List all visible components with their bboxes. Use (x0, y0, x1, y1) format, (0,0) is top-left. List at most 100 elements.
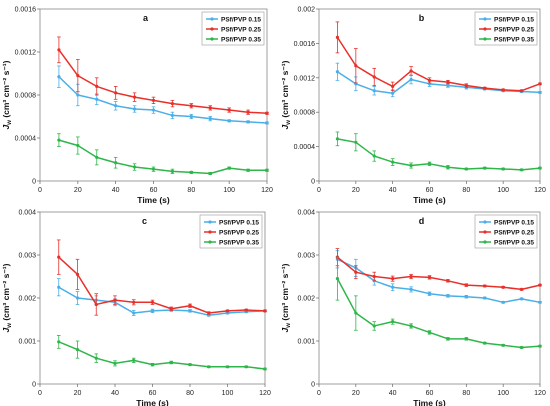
data-point (188, 309, 192, 313)
data-point (446, 165, 450, 169)
y-tick-label: 0.004 (18, 210, 36, 217)
series-psf-pvp-0-15 (57, 65, 269, 125)
x-tick-label: 20 (352, 390, 360, 397)
legend-label-psf-pvp-0-25: PSf/PVP 0.25 (219, 229, 259, 236)
y-tick-label: 0.001 (18, 339, 36, 346)
x-tick-label: 40 (111, 390, 119, 397)
chart-panel-b: 0 0.0004 0.0008 0.0012 0.0016 0.002 0 20 40 60 80 1… (280, 7, 546, 206)
data-point (483, 86, 487, 90)
y-tick-label: 0.0004 (294, 144, 316, 151)
legend-marker-psf-pvp-0-35 (483, 37, 487, 41)
legend-label-psf-pvp-0-35: PSf/PVP 0.35 (219, 239, 259, 246)
series-line (337, 71, 541, 95)
x-tick-label: 120 (534, 390, 546, 397)
x-tick-label: 80 (462, 390, 470, 397)
data-point (95, 97, 99, 101)
data-point (501, 167, 505, 171)
data-point (483, 341, 487, 345)
data-point (227, 166, 231, 170)
x-tick-label: 100 (223, 187, 235, 194)
legend-marker-psf-pvp-0-35 (208, 240, 212, 244)
chart-panel-d: 0 0.001 0.002 0.003 0.004 0 20 40 60 80 100 120 Time… (280, 210, 546, 406)
y-tick-label: 0.0012 (15, 50, 37, 57)
y-tick-label: 0.0008 (294, 110, 316, 117)
data-point (372, 154, 376, 158)
data-point (391, 277, 395, 281)
data-point (57, 138, 61, 142)
data-point (246, 110, 250, 114)
y-tick-label: 0.002 (18, 296, 36, 303)
data-point (169, 307, 173, 311)
data-point (427, 275, 432, 279)
legend-label-psf-pvp-0-15: PSf/PVP 0.15 (494, 219, 534, 226)
legend: PSf/PVP 0.15 PSf/PVP 0.25 PSf/PVP 0.35 (474, 11, 538, 46)
legend-marker-psf-pvp-0-25 (483, 230, 487, 234)
data-point (354, 140, 358, 144)
data-point (132, 311, 136, 315)
data-point (335, 137, 340, 141)
y-tick-label: 0 (32, 179, 36, 186)
chart-panel-a: 0 0.0004 0.0008 0.0012 0.0016 0 20 40 60 80 100 120… (1, 7, 273, 206)
data-point (151, 108, 156, 112)
y-tick-label: 0.003 (297, 253, 315, 260)
data-point (391, 84, 395, 88)
data-point (538, 90, 542, 95)
series-line (58, 76, 268, 124)
series-psf-pvp-0-25 (335, 21, 542, 93)
y-tick-label: 0.0016 (15, 7, 37, 14)
data-point (113, 298, 117, 302)
panel-label: c (142, 216, 147, 226)
data-point (57, 48, 61, 52)
data-point (132, 358, 136, 362)
data-point (225, 309, 230, 313)
panel-label: b (419, 13, 425, 23)
data-point (265, 168, 269, 172)
data-point (409, 69, 413, 73)
data-point (501, 300, 505, 304)
data-point (446, 294, 450, 298)
data-point (464, 283, 468, 287)
x-tick-label: 120 (261, 187, 273, 194)
legend: PSf/PVP 0.15 PSf/PVP 0.25 PSf/PVP 0.35 (201, 11, 265, 46)
x-tick-label: 0 (38, 187, 42, 194)
series-line (336, 278, 541, 349)
data-point (95, 155, 99, 159)
y-tick-label: 0.002 (297, 296, 315, 303)
y-tick-label: 0 (311, 179, 315, 186)
y-tick-label: 0.004 (297, 210, 315, 217)
series-line (58, 139, 267, 175)
series-line (58, 256, 266, 314)
x-tick-label: 80 (187, 187, 195, 194)
data-point (265, 111, 269, 115)
legend: PSf/PVP 0.15 PSf/PVP 0.25 PSf/PVP 0.35 (199, 214, 263, 249)
series-psf-pvp-0-15 (335, 62, 542, 98)
legend-label-psf-pvp-0-15: PSf/PVP 0.15 (221, 16, 261, 23)
y-tick-label: 0 (32, 382, 36, 389)
data-point (94, 356, 98, 360)
x-tick-label: 60 (426, 187, 434, 194)
data-point (464, 295, 468, 299)
data-point (57, 285, 61, 289)
panel-label: a (143, 13, 149, 23)
y-axis-label: Jw (cm³ cm⁻² s⁻¹) (1, 263, 13, 332)
legend-marker-psf-pvp-0-25 (208, 230, 212, 234)
data-point (132, 300, 136, 304)
data-point (538, 82, 542, 86)
legend-label-psf-pvp-0-35: PSf/PVP 0.35 (494, 36, 534, 43)
data-point (501, 88, 505, 92)
data-point (427, 162, 432, 166)
data-point (501, 343, 505, 347)
data-point (391, 285, 395, 289)
data-point (538, 166, 542, 170)
x-tick-label: 20 (352, 187, 360, 194)
x-axis-label: Time (s) (413, 195, 446, 205)
data-point (464, 167, 468, 171)
series-line (58, 341, 266, 370)
data-point (538, 283, 542, 287)
legend-marker-psf-pvp-0-15 (210, 17, 214, 21)
data-point (225, 365, 230, 369)
series-line (336, 36, 541, 92)
data-point (519, 168, 524, 172)
data-point (446, 83, 450, 88)
x-tick-label: 0 (317, 187, 321, 194)
